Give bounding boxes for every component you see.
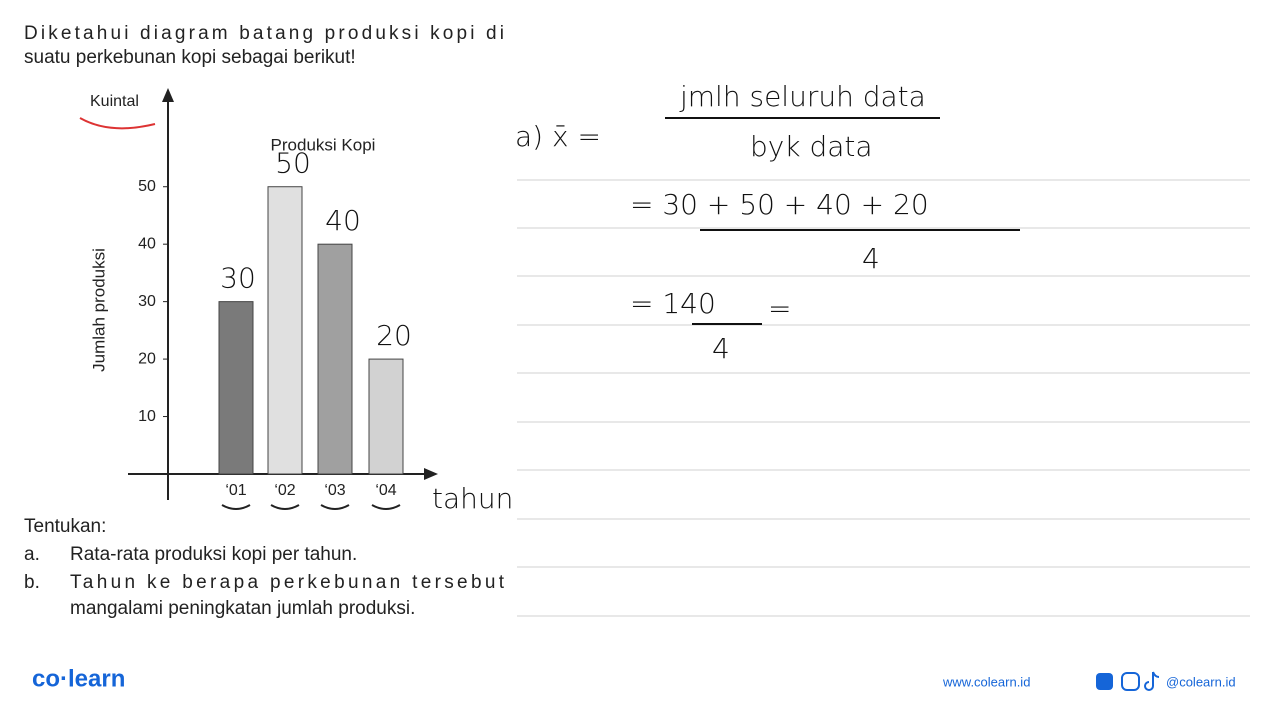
x-tick-label: ‘01 — [225, 482, 246, 499]
handwriting: = 30 + 50 + 40 + 20 — [630, 188, 929, 221]
annotation — [221, 504, 251, 510]
chart: 10 20 30 40 50 ‘01 30 ‘02 50 ‘03 40 ‘04 20 — [138, 147, 412, 510]
instagram-icon[interactable] — [1121, 672, 1140, 691]
intro: Diketahui diagram batang produksi kopi d… — [24, 23, 504, 44]
item-marker: b. — [24, 572, 40, 593]
y-tick-label: 10 — [138, 408, 156, 425]
bar-note: 20 — [376, 319, 412, 352]
handwriting: 4 — [712, 332, 730, 365]
ruled-lines — [517, 179, 1250, 617]
bar-note: 40 — [325, 204, 361, 237]
chart-title: Produksi Kopi — [271, 135, 376, 154]
facebook-icon[interactable] — [1096, 673, 1113, 690]
bar-note: 50 — [275, 147, 311, 180]
item-text: Tahun ke berapa perkebunan tersebut — [70, 572, 505, 593]
annotation — [371, 504, 401, 510]
handwriting: 4 — [862, 242, 880, 275]
social: @colearn.id — [1166, 674, 1236, 689]
y-tick-label: 20 — [138, 350, 156, 367]
annotation — [79, 117, 156, 130]
axis-arrow — [424, 468, 438, 480]
bar — [368, 358, 404, 475]
item-text: Rata-rata produksi kopi per tahun. — [70, 544, 357, 565]
axis-arrow — [162, 88, 174, 102]
bar — [317, 243, 353, 475]
item-text: mangalami peningkatan jumlah produksi. — [70, 598, 415, 619]
x-tick-label: ‘03 — [324, 482, 345, 499]
prompt: Tentukan: — [24, 516, 106, 537]
y-label: Jumlah produksi — [89, 248, 108, 372]
handwriting: = 140 — [630, 287, 716, 320]
x-tick-label: ‘04 — [375, 482, 396, 499]
tiktok-icon[interactable] — [1144, 671, 1160, 691]
y-tick-label: 30 — [138, 293, 156, 310]
handwriting: a) x̄ = — [515, 120, 601, 153]
bar-note: 30 — [220, 262, 256, 295]
y-tick-label: 40 — [138, 235, 156, 252]
bar — [218, 301, 254, 475]
intro: suatu perkebunan kopi sebagai berikut! — [24, 47, 356, 68]
handwriting: = — [768, 292, 791, 325]
bar — [267, 186, 303, 475]
x-label: tahun — [432, 482, 513, 515]
annotation — [270, 504, 300, 510]
brand: co·learn — [32, 665, 125, 692]
y-tick-label: 50 — [138, 178, 156, 195]
handwriting: jmlh seluruh data — [679, 80, 926, 113]
item-marker: a. — [24, 544, 40, 565]
annotation — [320, 504, 350, 510]
handwriting: byk data — [750, 130, 873, 163]
y-unit: Kuintal — [90, 93, 139, 110]
x-tick-label: ‘02 — [274, 482, 295, 499]
website: www.colearn.id — [942, 674, 1030, 689]
